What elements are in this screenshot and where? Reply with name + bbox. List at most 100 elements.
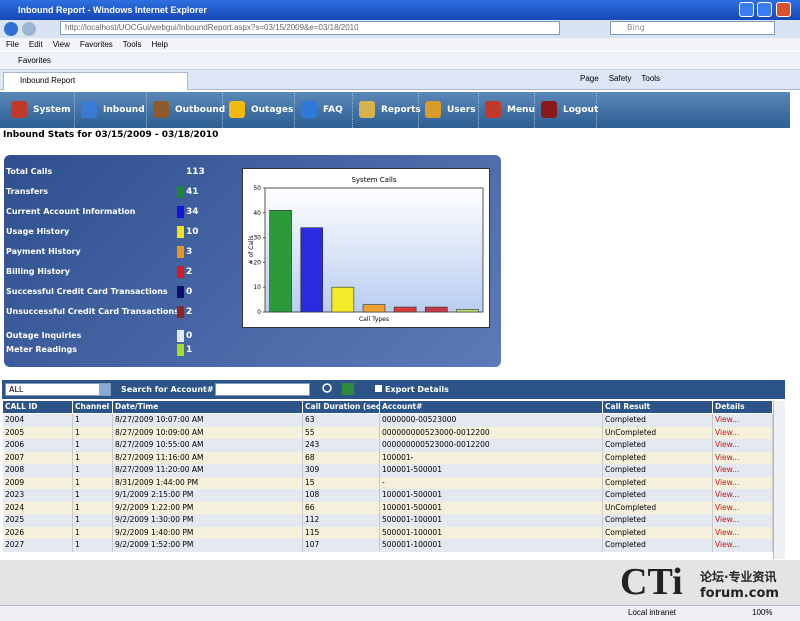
excel-button[interactable] — [342, 383, 354, 395]
command-bar: Page Safety Tools — [580, 72, 660, 86]
account-select[interactable]: ALL — [5, 383, 111, 396]
stat-label: Current Account Information — [6, 207, 136, 216]
y-tick-label: 50 — [253, 185, 261, 192]
stat-label: Successful Credit Card Transactions — [6, 287, 168, 296]
nav-item[interactable]: System — [5, 92, 75, 128]
checkbox[interactable] — [375, 385, 382, 392]
search-field[interactable]: Bing — [610, 21, 775, 35]
menu-item[interactable]: Favorites — [79, 40, 113, 49]
maximize-button[interactable] — [757, 2, 772, 17]
watermark-tagline: 论坛·专业资讯 — [700, 570, 777, 584]
command-button[interactable]: Page — [580, 74, 599, 83]
table-cell: Completed — [603, 439, 713, 452]
export-checkbox[interactable]: Export Details — [375, 383, 449, 396]
title-bar: Inbound Report - Windows Internet Explor… — [0, 0, 800, 20]
nav-item[interactable]: Reports — [353, 92, 421, 128]
bar — [269, 210, 292, 313]
nav-icon — [485, 101, 501, 118]
column-header[interactable]: Call Result — [603, 401, 713, 413]
table-cell: 1 — [73, 526, 113, 539]
view-link[interactable]: View... — [713, 439, 773, 452]
back-button[interactable] — [4, 22, 18, 36]
menu-item[interactable]: Help — [151, 40, 168, 49]
column-header[interactable]: Call Duration (sec) — [303, 401, 384, 413]
view-link[interactable]: View... — [713, 526, 773, 539]
table-cell: 500001-100001 — [380, 514, 603, 527]
stat-value: 41 — [186, 187, 199, 197]
nav-icon — [229, 101, 245, 118]
nav-icon — [301, 101, 317, 118]
nav-label: Menu — [507, 105, 535, 115]
view-link[interactable]: View... — [713, 464, 773, 477]
search-button[interactable] — [322, 383, 332, 393]
nav-item[interactable]: FAQ — [295, 92, 353, 128]
table-cell: 1 — [73, 501, 113, 514]
nav-buttons — [4, 22, 36, 36]
menu-item[interactable]: Tools — [122, 40, 142, 49]
nav-icon — [541, 101, 557, 118]
stat-swatch — [177, 306, 184, 318]
column-header[interactable]: CALL ID — [3, 401, 73, 413]
menu-item[interactable]: File — [6, 40, 19, 49]
view-link[interactable]: View... — [713, 451, 773, 464]
bar — [300, 227, 324, 313]
nav-item[interactable]: Inbound — [75, 92, 147, 128]
table-cell: 309 — [303, 464, 380, 477]
view-link[interactable]: View... — [713, 476, 773, 489]
stat-value: 3 — [186, 247, 193, 257]
stat-label: Meter Readings — [6, 345, 78, 354]
table-cell: 2024 — [3, 501, 73, 514]
watermark-brand: CTi — [620, 561, 683, 603]
forward-button[interactable] — [22, 22, 36, 36]
table-cell: Completed — [603, 539, 713, 552]
zoom-text[interactable]: 100% — [752, 608, 773, 617]
close-button[interactable] — [776, 2, 791, 17]
column-header[interactable]: Date/Time — [113, 401, 303, 413]
column-header[interactable]: Details — [713, 401, 773, 413]
table-cell: 2023 — [3, 489, 73, 502]
menu-item[interactable]: Edit — [28, 40, 43, 49]
bar — [456, 309, 479, 313]
table-cell: Completed — [603, 451, 713, 464]
search-text: Bing — [627, 23, 645, 32]
nav-item[interactable]: Outbound — [147, 92, 225, 128]
favorites-button[interactable]: Favorites — [18, 56, 51, 65]
table-cell: 1 — [73, 464, 113, 477]
column-header[interactable]: Channel — [73, 401, 113, 413]
table-cell: 9/2/2009 1:40:00 PM — [113, 526, 303, 539]
bar — [393, 306, 417, 313]
scrollbar[interactable] — [773, 401, 785, 559]
menu-item[interactable]: View — [52, 40, 70, 49]
stat-swatch — [177, 206, 184, 218]
table-cell: 2009 — [3, 476, 73, 489]
account-input[interactable] — [215, 383, 310, 396]
url-field[interactable]: http://localhost/UOCGui/webgui/InboundRe… — [60, 21, 560, 35]
minimize-button[interactable] — [739, 2, 754, 17]
view-link[interactable]: View... — [713, 501, 773, 514]
table-cell: 2008 — [3, 464, 73, 477]
view-link[interactable]: View... — [713, 514, 773, 527]
nav-label: System — [33, 105, 71, 115]
filter-bar — [2, 380, 785, 399]
page-footer — [0, 560, 800, 605]
column-header[interactable]: Account# — [380, 401, 603, 413]
nav-bar — [0, 92, 790, 128]
view-link[interactable]: View... — [713, 539, 773, 552]
command-button[interactable]: Safety — [608, 74, 632, 83]
table-cell: 1 — [73, 426, 113, 439]
view-link[interactable]: View... — [713, 414, 773, 427]
table-cell: 500001-100001 — [380, 526, 603, 539]
nav-item[interactable]: Users — [419, 92, 479, 128]
tab[interactable]: Inbound Report — [3, 72, 188, 90]
command-button[interactable]: Tools — [641, 74, 661, 83]
nav-item[interactable]: Logout — [535, 92, 598, 128]
nav-item[interactable]: Outages — [223, 92, 295, 128]
stat-value: 34 — [186, 207, 199, 217]
view-link[interactable]: View... — [713, 489, 773, 502]
table-cell: 8/31/2009 1:44:00 PM — [113, 476, 303, 489]
table-cell: 55 — [303, 426, 380, 439]
view-link[interactable]: View... — [713, 426, 773, 439]
table-cell: 1 — [73, 439, 113, 452]
nav-item[interactable]: Menu — [479, 92, 535, 128]
table-cell: 2006 — [3, 439, 73, 452]
